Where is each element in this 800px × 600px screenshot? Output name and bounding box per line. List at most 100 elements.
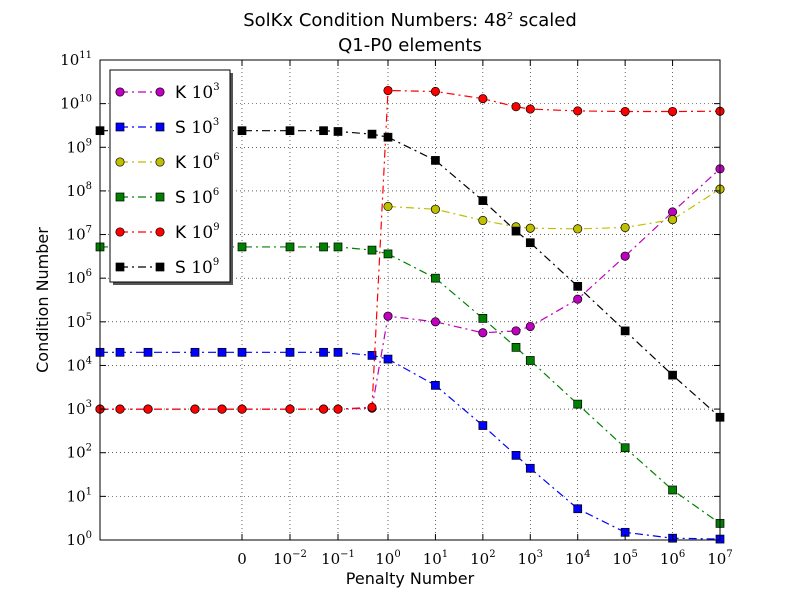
legend-label: S 109 — [175, 257, 219, 278]
x-tick-label: 0 — [237, 550, 247, 568]
data-point — [319, 404, 329, 414]
data-point — [367, 402, 377, 412]
series-4 — [95, 242, 725, 528]
y-axis-label: Condition Number — [33, 227, 52, 373]
data-point — [511, 342, 521, 352]
data-point — [285, 126, 295, 136]
legend-marker — [155, 157, 165, 167]
y-tick-label: 1010 — [60, 94, 92, 113]
data-point — [668, 485, 677, 495]
legend-marker — [155, 227, 165, 237]
data-point — [431, 380, 440, 390]
x-axis-label: Penalty Number — [346, 569, 475, 588]
data-point — [383, 354, 393, 364]
y-tick-label: 100 — [67, 530, 92, 549]
legend-marker — [155, 192, 165, 202]
legend-label: K 106 — [175, 152, 220, 173]
y-tick-label: 108 — [67, 181, 92, 200]
data-point — [333, 242, 343, 252]
series-5 — [95, 85, 725, 414]
legend-entry: S 106 — [115, 187, 219, 208]
legend-entry: K 103 — [115, 82, 220, 103]
y-tick-label: 102 — [67, 443, 92, 462]
series-3 — [383, 184, 725, 234]
data-point — [478, 196, 488, 205]
y-tick-label: 104 — [67, 355, 92, 374]
x-tick-label: 104 — [565, 549, 590, 568]
legend-marker — [115, 157, 125, 167]
data-point — [525, 238, 535, 248]
data-point — [190, 404, 200, 414]
legend-entry: K 109 — [115, 222, 220, 243]
series-line — [100, 246, 721, 524]
y-tick-label: 106 — [67, 268, 92, 287]
data-point — [668, 207, 678, 217]
data-point — [668, 215, 678, 225]
data-point — [367, 129, 377, 139]
data-point — [525, 223, 535, 233]
data-point — [430, 317, 440, 327]
legend-marker — [115, 227, 125, 237]
legend-marker — [115, 122, 125, 132]
data-point — [237, 347, 247, 357]
x-tick-label: 106 — [660, 549, 685, 568]
data-point — [143, 404, 153, 414]
data-point — [620, 251, 630, 261]
data-point — [478, 215, 488, 226]
legend-box — [109, 69, 231, 283]
data-point — [573, 504, 583, 514]
data-point — [333, 127, 343, 136]
legend-marker — [115, 87, 125, 97]
data-point — [431, 156, 440, 165]
data-point — [190, 347, 200, 357]
data-point — [478, 94, 488, 104]
legend-marker — [155, 122, 165, 132]
chart-title-line1: SolKx Condition Numbers: 482 scaled — [243, 10, 577, 31]
data-point — [573, 399, 583, 409]
data-point — [383, 85, 393, 96]
legend-label: K 109 — [175, 222, 220, 243]
legend-label: S 103 — [175, 117, 219, 138]
data-point — [367, 351, 377, 360]
data-point — [525, 321, 535, 332]
y-tick-label: 107 — [67, 225, 92, 244]
y-tick-label: 105 — [67, 312, 92, 331]
legend-marker — [155, 262, 165, 272]
data-point — [285, 242, 295, 252]
legend-entry: S 109 — [115, 257, 219, 278]
data-point — [217, 404, 227, 414]
data-point — [620, 326, 630, 336]
data-point — [573, 294, 583, 304]
data-point — [115, 404, 125, 414]
data-point — [383, 132, 393, 142]
data-point — [511, 451, 521, 460]
data-point — [237, 242, 247, 252]
x-tick-label: 102 — [470, 549, 495, 568]
data-point — [511, 102, 521, 112]
data-point — [620, 222, 630, 233]
y-tick-label: 103 — [67, 399, 92, 418]
series-2 — [95, 347, 725, 544]
data-point — [115, 347, 125, 357]
data-point — [525, 104, 535, 114]
legend-entry: S 103 — [115, 117, 219, 138]
grid — [100, 60, 720, 540]
legend-label: S 106 — [175, 187, 219, 208]
legend-marker — [155, 87, 165, 97]
x-tick-label: 10−2 — [273, 549, 307, 568]
legend: K 103 S 103 K 106 S 106 K 109 S 109 — [109, 69, 233, 285]
data-point — [511, 326, 521, 336]
data-point — [573, 106, 583, 116]
data-point — [478, 421, 488, 430]
x-tick-label: 10−1 — [321, 549, 355, 568]
y-tick-label: 101 — [67, 486, 92, 505]
x-tick-label: 103 — [518, 549, 543, 568]
data-point — [668, 106, 678, 117]
data-point — [573, 281, 583, 291]
data-point — [573, 224, 583, 234]
data-point — [511, 226, 521, 236]
data-point — [285, 347, 295, 357]
plot-frame — [99, 59, 721, 541]
